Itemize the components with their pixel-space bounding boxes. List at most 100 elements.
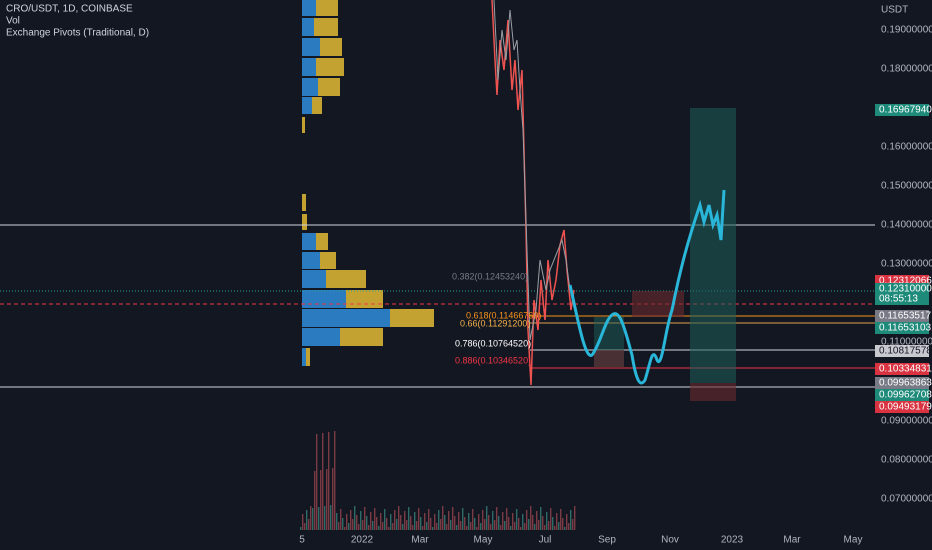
volume-bar xyxy=(354,506,356,530)
price-badge xyxy=(875,283,929,295)
volume-bar xyxy=(482,510,484,530)
volume-bar xyxy=(382,522,384,530)
volume-bar xyxy=(312,508,314,530)
volume-bar xyxy=(446,524,448,530)
volume-bar xyxy=(324,506,326,530)
price-label: 0.11000000 xyxy=(881,337,932,348)
long-position-stop xyxy=(690,383,736,401)
volume-bar xyxy=(342,518,344,530)
volume-bar xyxy=(536,511,538,530)
volume-bar xyxy=(492,511,494,530)
fib-label: 0.786(0.10764520) xyxy=(455,338,531,348)
volume-bar xyxy=(316,434,318,530)
volume-bar xyxy=(420,517,422,530)
volume-bar xyxy=(490,524,492,530)
volume-bar xyxy=(412,525,414,530)
volume-bar xyxy=(318,507,320,530)
volume-bar xyxy=(330,505,332,530)
price-badge xyxy=(875,293,929,305)
volume-bar xyxy=(378,526,380,530)
volume-bar xyxy=(564,527,566,530)
volume-bar xyxy=(518,518,520,530)
fib-label: 0.886(0.10346520) xyxy=(455,355,531,365)
volume-bar xyxy=(460,521,462,530)
price-badge-label: 0.11653517 xyxy=(879,311,932,322)
volume-bar xyxy=(366,516,368,530)
volume-bar xyxy=(500,525,502,530)
price-label: 0.08000000 xyxy=(881,455,932,466)
volume-bar xyxy=(528,519,530,530)
volume-bar xyxy=(352,519,354,530)
price-label: 0.15000000 xyxy=(881,181,932,192)
volume-profile xyxy=(302,0,434,366)
volume-bar xyxy=(546,512,548,530)
time-label: Nov xyxy=(661,535,679,546)
volume-bar xyxy=(532,515,534,530)
price-label: 0.13000000 xyxy=(881,259,932,270)
volume-bar xyxy=(398,506,400,530)
volume-bar xyxy=(346,514,348,530)
price-badge-label: 08:55:13 xyxy=(879,294,918,305)
volume-bar xyxy=(306,510,308,530)
price-badge xyxy=(875,377,929,389)
volume-bar xyxy=(428,509,430,530)
volume-bar xyxy=(550,508,552,530)
volume-bar xyxy=(436,523,438,530)
candles-up xyxy=(493,0,571,341)
price-badge-label: 0.10334831 xyxy=(879,364,932,375)
time-label: Mar xyxy=(783,535,801,546)
volume-bar xyxy=(458,512,460,530)
volume-bar xyxy=(510,526,512,530)
volume-bar xyxy=(464,517,466,530)
volume-bar xyxy=(406,520,408,530)
volume-bar xyxy=(474,518,476,530)
volume-bar xyxy=(302,514,304,530)
volume-bar xyxy=(404,511,406,530)
volume-bar xyxy=(386,518,388,530)
fib-label: 0.66(0.11291200) xyxy=(460,318,530,328)
volume-bar xyxy=(414,512,416,530)
time-label: Jul xyxy=(539,535,552,546)
volume-bar xyxy=(408,507,410,530)
price-label: 0.16000000 xyxy=(881,142,932,153)
projection-path xyxy=(568,189,726,385)
volume-bar xyxy=(554,526,556,530)
volume-bar xyxy=(350,510,352,530)
price-label: 0.18000000 xyxy=(881,64,932,75)
volume-bar xyxy=(512,513,514,530)
time-label: 5 xyxy=(299,535,305,546)
volume-bar xyxy=(402,524,404,530)
volume-bar xyxy=(514,522,516,530)
volume-bar xyxy=(322,433,324,530)
volume-bar xyxy=(340,509,342,530)
volume-bar xyxy=(392,523,394,530)
volume-bar xyxy=(454,516,456,530)
volume-bar xyxy=(438,510,440,530)
price-badge-label: 0.09493179 xyxy=(879,402,932,413)
price-label: 0.09000000 xyxy=(881,416,932,427)
price-badge xyxy=(875,310,929,322)
price-badge xyxy=(875,401,929,413)
volume-bar xyxy=(360,511,362,530)
price-badge xyxy=(875,104,929,116)
volume-bar xyxy=(560,509,562,530)
volume-bar xyxy=(440,519,442,530)
price-badge xyxy=(875,389,929,401)
volume-bar xyxy=(568,523,570,530)
volume-bar xyxy=(480,523,482,530)
volume-bar xyxy=(570,510,572,530)
price-label: 0.19000000 xyxy=(881,25,932,36)
volume-bar xyxy=(508,517,510,530)
volume-bar xyxy=(310,506,312,530)
volume-bar xyxy=(432,527,434,530)
volume-bar xyxy=(396,519,398,530)
volume-bar xyxy=(484,519,486,530)
volume-bar xyxy=(496,507,498,530)
volume-bar xyxy=(348,523,350,530)
volume-bar xyxy=(332,468,334,530)
volume-bar xyxy=(548,521,550,530)
volume-bar xyxy=(538,520,540,530)
volume-bar xyxy=(334,431,336,530)
volume-bar xyxy=(418,508,420,530)
price-badge xyxy=(875,345,929,357)
